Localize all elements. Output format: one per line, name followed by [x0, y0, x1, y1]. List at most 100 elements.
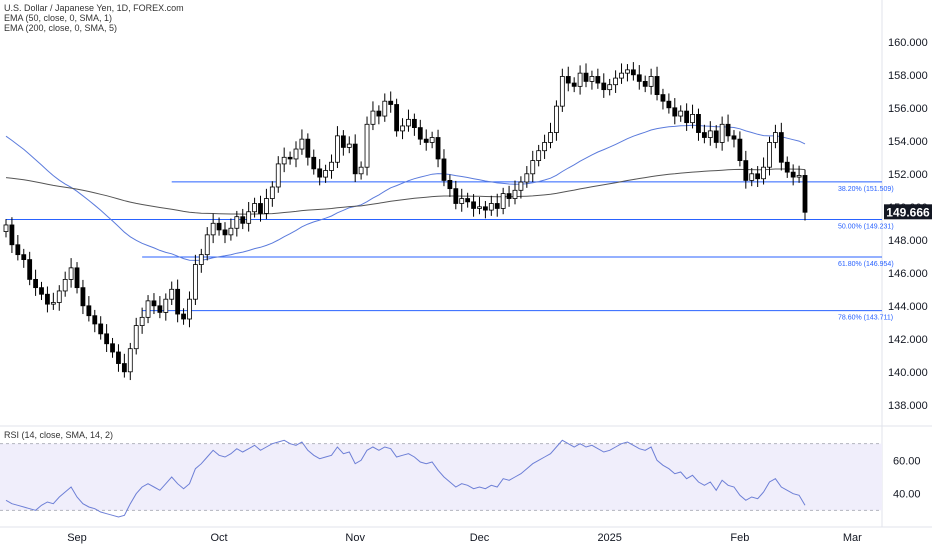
candle	[364, 116, 370, 176]
rsi-legend: RSI (14, close, SMA, 14, 2)	[4, 430, 113, 440]
candle	[127, 342, 133, 381]
candle-body-down	[376, 110, 382, 117]
candle-body-up	[773, 132, 778, 143]
candle-body-down	[352, 143, 358, 175]
price-tick-label: 156.000	[888, 103, 928, 115]
candle	[323, 164, 329, 183]
candle-body-down	[482, 206, 488, 211]
candle	[482, 201, 488, 219]
candle	[761, 157, 766, 185]
price-tick-label: 146.000	[888, 268, 928, 280]
candle	[293, 141, 299, 168]
time-tick-label: Oct	[211, 532, 228, 544]
candle-body-down	[417, 127, 423, 140]
candle	[595, 68, 601, 89]
time-axis[interactable]: Sep Oct Nov Dec 2025 Feb Mar	[67, 532, 862, 544]
candle-body-down	[151, 300, 157, 307]
candle	[802, 169, 808, 221]
candle-body-down	[21, 254, 27, 260]
candle	[518, 176, 524, 199]
candle	[400, 118, 405, 140]
candle-body-up	[145, 300, 151, 318]
candle	[80, 279, 86, 315]
candle-body-up	[625, 69, 630, 74]
candle-body-down	[92, 315, 98, 325]
candle	[672, 98, 678, 125]
candle	[27, 251, 33, 286]
price-axis[interactable]: 160.000158.000156.000154.000152.000150.0…	[888, 37, 928, 501]
candle-body-down	[317, 168, 323, 178]
candle-body-up	[500, 193, 506, 209]
candle-body-up	[269, 186, 275, 199]
candle	[423, 129, 429, 151]
price-tick-label: 160.000	[888, 37, 928, 49]
candle	[192, 254, 198, 305]
candle-body-up	[619, 72, 624, 79]
candle	[678, 105, 684, 122]
candle	[305, 133, 311, 166]
candle-body-down	[340, 135, 346, 148]
candle	[104, 324, 110, 352]
candle	[216, 217, 222, 236]
candle-body-down	[595, 76, 601, 84]
candle	[506, 185, 512, 207]
candle-body-down	[175, 288, 181, 315]
candle	[169, 281, 175, 305]
candle	[796, 165, 802, 183]
candle	[441, 149, 447, 187]
candle	[21, 248, 27, 268]
candle	[542, 134, 547, 159]
candle-body-down	[240, 216, 246, 224]
candle	[577, 65, 583, 95]
candle	[743, 150, 749, 189]
candle	[110, 337, 115, 358]
fib-label: 78.60% (143.711)	[838, 315, 893, 322]
candle	[790, 164, 796, 186]
candle	[619, 63, 624, 84]
candle-body-down	[98, 323, 104, 335]
candle-body-up	[796, 175, 802, 178]
candle	[133, 317, 139, 355]
price-pane[interactable]	[0, 0, 882, 425]
ema-layer	[5, 124, 806, 261]
rsi-tick-label: 40.00	[893, 489, 921, 501]
candle-body-down	[222, 229, 228, 236]
candle	[98, 316, 104, 340]
candle-body-down	[33, 278, 38, 289]
candle-body-up	[163, 298, 169, 313]
candle-body-down	[737, 138, 743, 161]
candle	[157, 296, 163, 319]
price-tick-label: 152.000	[888, 169, 928, 181]
candle	[15, 235, 21, 261]
price-tick-label: 144.000	[888, 301, 928, 313]
candle-body-down	[506, 193, 512, 199]
candle-body-down	[471, 201, 476, 209]
candle-body-down	[157, 305, 163, 313]
candle	[554, 100, 559, 141]
candle	[264, 188, 269, 220]
candle	[163, 293, 169, 321]
rsi-layer	[0, 439, 882, 518]
price-tick-label: 138.000	[888, 400, 928, 412]
candle-body-up	[613, 77, 619, 86]
candle-body-down	[660, 94, 666, 102]
candle	[204, 227, 210, 261]
candle	[784, 156, 790, 178]
candle	[660, 88, 666, 110]
candle-body-down	[672, 107, 678, 117]
candle	[767, 136, 772, 176]
candle-body-down	[601, 82, 607, 91]
candle	[471, 194, 476, 217]
candle-body-up	[133, 325, 139, 350]
candle-body-down	[642, 81, 648, 87]
candle	[583, 63, 589, 88]
price-tick-label: 148.000	[888, 235, 928, 247]
candle	[275, 156, 281, 193]
candle	[725, 114, 731, 142]
candle-body-up	[488, 203, 494, 211]
candle-body-down	[116, 351, 121, 364]
candle-body-up	[370, 110, 376, 125]
candle-body-up	[3, 224, 9, 232]
candle	[447, 174, 453, 197]
